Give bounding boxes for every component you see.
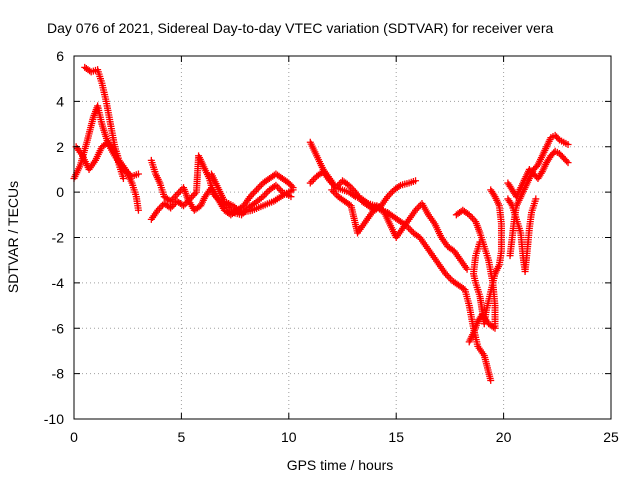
tick-marks	[73, 55, 612, 420]
x-tick-label: 20	[496, 429, 512, 445]
x-axis-title: GPS time / hours	[287, 457, 394, 473]
y-tick-label: 4	[56, 93, 64, 109]
series-sat-c	[72, 138, 127, 183]
data-point	[274, 183, 282, 191]
series-sat-g	[306, 138, 495, 384]
series-sat-k	[470, 186, 505, 328]
data-points	[70, 63, 572, 384]
y-tick-label: -10	[44, 411, 64, 427]
data-point	[262, 189, 270, 197]
data-point	[564, 140, 572, 148]
data-point	[465, 338, 473, 346]
data-point	[487, 376, 495, 384]
y-tick-label: -2	[52, 230, 65, 246]
data-point	[306, 179, 314, 187]
data-point	[476, 238, 484, 246]
data-point	[412, 177, 420, 185]
data-point	[168, 202, 176, 210]
series-sat-i	[328, 186, 471, 273]
series-sat-b	[81, 63, 142, 214]
data-point	[289, 186, 297, 194]
data-point	[463, 265, 471, 273]
data-point	[249, 189, 257, 197]
data-point	[445, 273, 453, 281]
y-tick-label: 2	[56, 139, 64, 155]
data-point	[563, 157, 571, 165]
x-tick-labels: 0 5 10 15 20 25	[70, 429, 619, 445]
data-point	[310, 176, 318, 184]
y-tick-label: 0	[56, 184, 64, 200]
data-point	[256, 182, 264, 190]
series-sat-n	[504, 195, 540, 276]
y-tick-label: -6	[52, 320, 65, 336]
data-point	[134, 206, 142, 214]
series-sat-m	[504, 147, 572, 201]
data-point	[387, 189, 395, 197]
data-point	[406, 226, 414, 234]
data-point	[395, 182, 403, 190]
x-tick-label: 25	[603, 429, 619, 445]
x-tick-label: 10	[281, 429, 297, 445]
series-sat-f	[207, 170, 297, 217]
data-point	[175, 189, 183, 197]
data-point	[564, 159, 572, 167]
series-sat-h	[306, 168, 420, 214]
data-point	[171, 192, 179, 200]
data-point	[134, 170, 142, 178]
data-point	[288, 182, 296, 190]
x-tick-label: 0	[70, 429, 78, 445]
series-sat-e	[147, 152, 295, 223]
data-point	[254, 184, 262, 192]
data-point	[168, 195, 176, 203]
data-point	[308, 177, 316, 185]
y-tick-label: -4	[52, 275, 65, 291]
data-point	[331, 189, 339, 197]
x-tick-label: 15	[388, 429, 404, 445]
data-point	[251, 188, 259, 196]
grid-lines	[74, 56, 611, 419]
data-point	[189, 192, 197, 200]
data-point	[191, 190, 199, 198]
data-point	[468, 214, 476, 222]
data-point	[532, 195, 540, 203]
y-axis-title: SDTVAR / TECUs	[5, 181, 21, 293]
y-tick-label: -8	[52, 366, 65, 382]
y-tick-label: 6	[56, 48, 64, 64]
data-point	[119, 175, 127, 183]
data-point	[554, 134, 562, 142]
chart-title: Day 076 of 2021, Sidereal Day-to-day VTE…	[47, 20, 553, 36]
y-tick-labels: -10 -8 -6 -4 -2 0 2 4 6	[44, 48, 64, 427]
x-tick-label: 5	[178, 429, 186, 445]
